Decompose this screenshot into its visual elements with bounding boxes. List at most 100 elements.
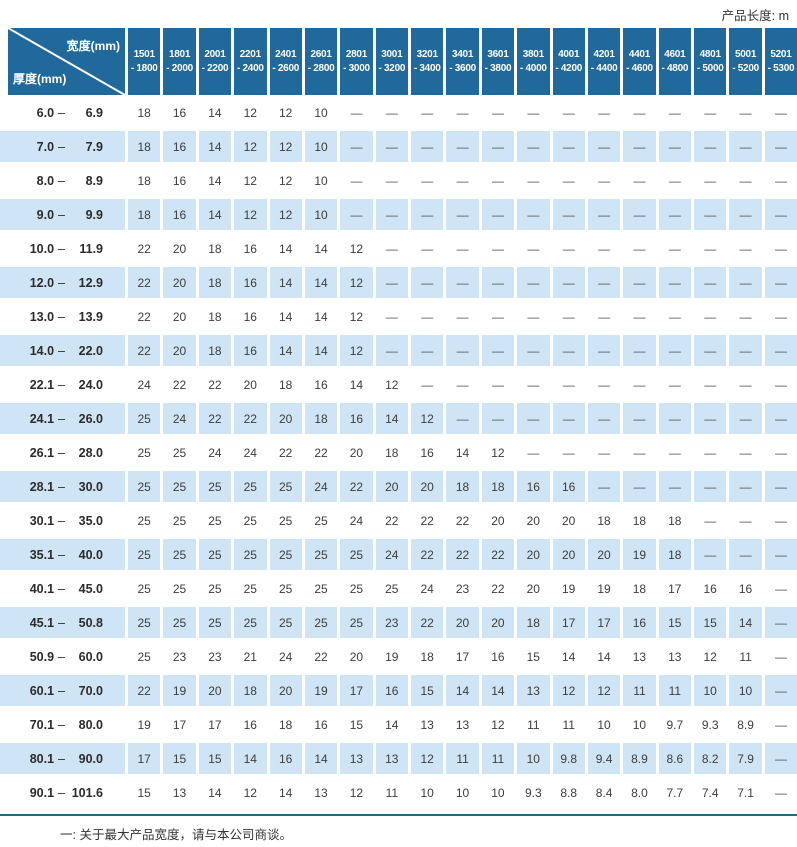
length-value-cell: 16 xyxy=(375,675,408,706)
length-value-cell: 14 xyxy=(208,785,222,800)
thickness-range-label: 50.9–60.0 xyxy=(0,641,125,672)
length-value-cell: — xyxy=(421,377,434,392)
length-value-cell: — xyxy=(562,377,575,392)
range-separator: – xyxy=(58,411,65,426)
length-value-cell: 25 xyxy=(128,607,161,638)
length-value-cell: 13 xyxy=(420,717,434,732)
length-value-cell: — xyxy=(446,403,479,434)
length-value-cell: 11 xyxy=(623,675,656,706)
length-value-cell: — xyxy=(658,471,691,502)
range-separator: – xyxy=(58,343,65,358)
table-row: 6.0– 6.9 18 16 14 12 12 10 — — — — — — — — — — — — — xyxy=(0,97,797,128)
length-value-cell: — xyxy=(562,309,575,324)
length-value-cell: 18 xyxy=(128,199,161,230)
length-value-cell: 10 xyxy=(694,675,727,706)
width-range-header: 4601 - 4800 xyxy=(658,28,691,95)
product-length-unit-note: 产品长度: m xyxy=(721,8,789,23)
length-value-cell: 25 xyxy=(128,471,161,502)
range-separator: – xyxy=(58,241,65,256)
length-value-cell: 15 xyxy=(198,743,232,774)
length-value-cell: 17 xyxy=(552,607,585,638)
length-value-cell: 20 xyxy=(269,403,302,434)
length-value-cell: 18 xyxy=(632,513,647,528)
length-value-cell: 12 xyxy=(279,173,293,188)
width-range-start: 4001 xyxy=(558,48,580,60)
length-value-cell: — xyxy=(774,445,787,460)
range-separator: – xyxy=(58,717,65,732)
table-row: 7.0–7.9 18 16 14 12 12 10— — — — — — — — — — — — — xyxy=(0,131,797,162)
length-value-cell: — xyxy=(774,649,787,664)
thickness-hi: 30.0 xyxy=(78,479,103,494)
length-value-cell: — xyxy=(729,131,762,162)
length-value-cell: 12 xyxy=(243,173,257,188)
length-value-cell: 16 xyxy=(243,309,257,324)
thickness-lo: 8.0 xyxy=(36,173,55,188)
width-range-end: - 3600 xyxy=(449,62,476,74)
length-value-cell: 24 xyxy=(304,471,338,502)
length-value-cell: — xyxy=(350,173,363,188)
length-value-cell: 18 xyxy=(137,173,151,188)
length-value-cell: — xyxy=(623,267,656,298)
length-value-cell: 22 xyxy=(314,445,328,460)
length-value-cell: 19 xyxy=(562,581,576,596)
length-value-cell: — xyxy=(774,377,787,392)
length-value-cell: 11 xyxy=(562,717,575,732)
length-value-cell: 16 xyxy=(703,581,717,596)
length-value-cell: 8.0 xyxy=(631,785,648,800)
thickness-range-label: 90.1–101.6 xyxy=(0,777,125,808)
length-value-cell: — xyxy=(411,131,444,162)
length-value-cell: 22 xyxy=(385,513,399,528)
length-value-cell: 22 xyxy=(128,267,161,298)
length-value-cell: — xyxy=(517,267,550,298)
length-value-cell: 25 xyxy=(269,471,302,502)
thickness-hi: 7.9 xyxy=(85,139,103,154)
width-range-header: 2001 - 2200 xyxy=(198,28,232,95)
length-value-cell: 7.9 xyxy=(729,743,762,774)
table-body: 6.0–6.9 18 16 14 12 12 10— — — — — — — — — — — — —7.0–7.9 1… xyxy=(0,97,797,808)
length-value-cell: — xyxy=(774,785,787,800)
length-value-cell: — xyxy=(375,267,408,298)
length-value-cell: 25 xyxy=(304,607,338,638)
width-range-end: - 1800 xyxy=(130,62,158,74)
length-value-cell: — xyxy=(527,105,540,120)
length-value-cell: 11 xyxy=(527,717,540,732)
length-value-cell: 13 xyxy=(340,743,373,774)
length-value-cell: 20 xyxy=(349,649,364,664)
width-range-header: 4401 - 4600 xyxy=(623,28,656,95)
length-value-cell: 25 xyxy=(269,607,302,638)
length-value-cell: — xyxy=(446,199,479,230)
width-range-end: - 3000 xyxy=(343,62,370,74)
length-value-cell: — xyxy=(764,131,797,162)
table-row: 22.1–24.0 24 22 22 20 18 16 14 12 — — — — — — — — — — — xyxy=(0,369,797,400)
length-value-cell: 14 xyxy=(446,675,479,706)
length-value-cell: 25 xyxy=(128,539,161,570)
length-value-cell: — xyxy=(739,241,752,256)
length-value-cell: 25 xyxy=(349,581,364,596)
width-range-start: 4401 xyxy=(628,48,650,60)
length-value-cell: 20 xyxy=(411,471,444,502)
thickness-lo: 13.0 xyxy=(29,309,55,324)
length-value-cell: 14 xyxy=(314,309,328,324)
length-value-cell: — xyxy=(633,241,646,256)
length-value-cell: — xyxy=(411,199,444,230)
length-value-cell: — xyxy=(481,267,515,298)
length-value-cell: 25 xyxy=(137,649,151,664)
width-range-start: 4201 xyxy=(593,48,615,60)
length-value-cell: 22 xyxy=(420,513,434,528)
length-value-cell: — xyxy=(375,335,408,366)
length-value-cell: — xyxy=(587,403,621,434)
length-value-cell: 14 xyxy=(269,267,302,298)
length-value-cell: 14 xyxy=(279,309,293,324)
length-value-cell: 25 xyxy=(137,581,151,596)
length-value-cell: — xyxy=(598,309,611,324)
thickness-range-label: 9.0– 9.9 xyxy=(0,199,125,230)
length-value-cell: 19 xyxy=(597,581,611,596)
table-header: 宽度(mm) 厚度(mm) 1501 - 1800 1801 - 2000 2001 - … xyxy=(0,28,797,95)
thickness-hi: 70.0 xyxy=(78,683,103,698)
length-value-cell: 22 xyxy=(279,445,293,460)
length-value-cell: — xyxy=(446,267,479,298)
thickness-lo: 6.0 xyxy=(36,105,55,120)
table-row: 35.1–40.0 25 25 25 25 25 25 25 24 22 22 22 20 20 20 19 1… xyxy=(0,539,797,570)
length-value-cell: 13 xyxy=(632,649,647,664)
thickness-hi: 13.9 xyxy=(78,309,103,324)
